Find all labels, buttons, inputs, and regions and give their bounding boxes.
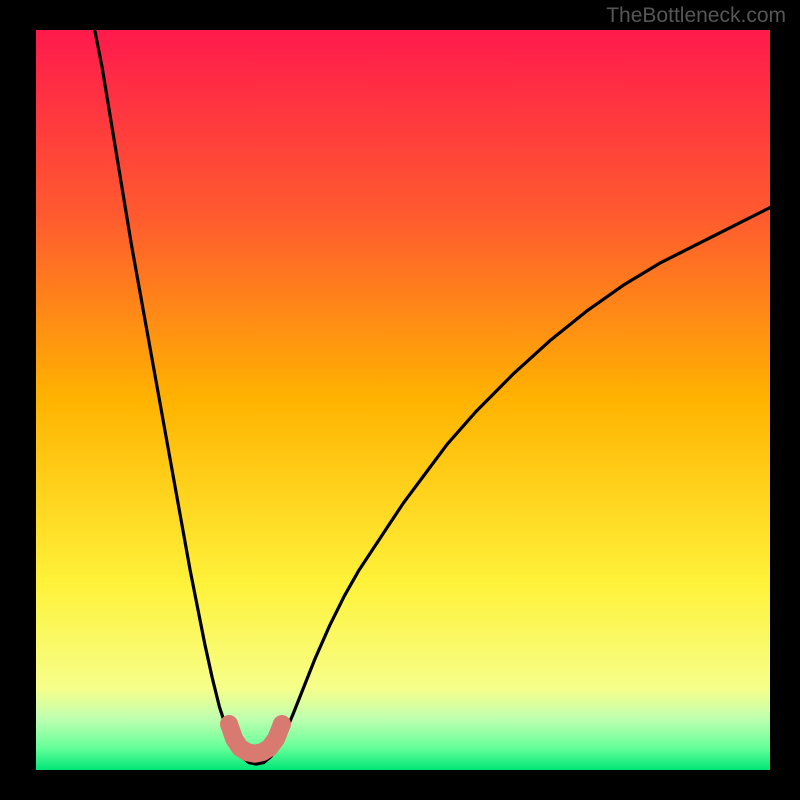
watermark-text: TheBottleneck.com [606, 4, 786, 28]
bottleneck-bottom-curve [229, 724, 282, 754]
bottleneck-endpoint-marker [220, 715, 238, 733]
bottleneck-main-curve [95, 30, 770, 764]
bottleneck-endpoint-marker [273, 715, 291, 733]
bottleneck-bottom-highlight [220, 715, 291, 754]
curves-layer [0, 0, 800, 800]
